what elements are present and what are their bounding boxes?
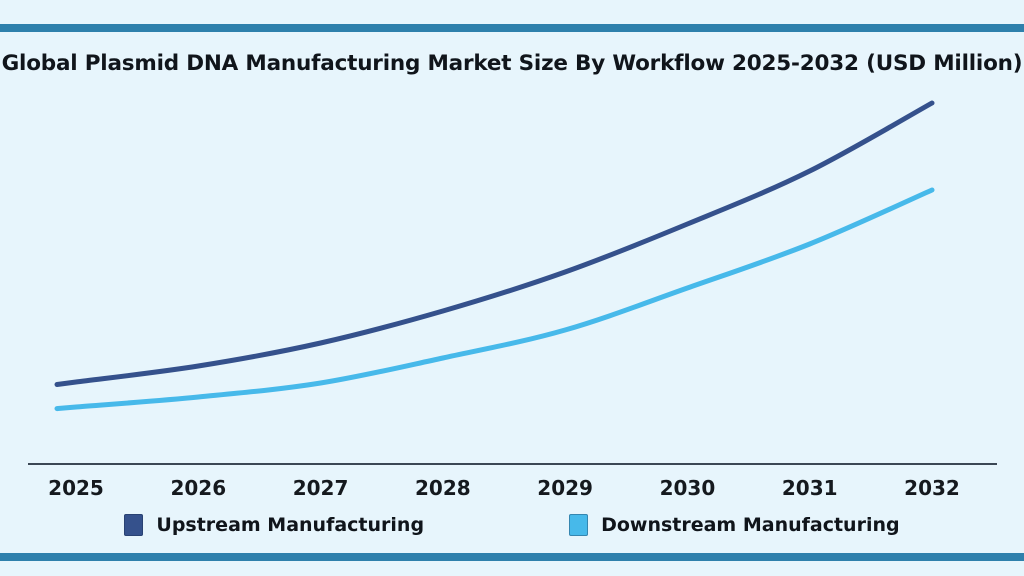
x-axis-label: 2032 <box>904 476 960 500</box>
downstream-swatch-icon <box>569 514 589 536</box>
top-accent-bar <box>0 24 1024 32</box>
chart-title: Global Plasmid DNA Manufacturing Market … <box>1 51 1023 76</box>
x-axis-label: 2030 <box>659 476 716 500</box>
upstream-legend-label: Upstream Manufacturing <box>156 514 425 536</box>
x-axis-label: 2029 <box>537 476 593 500</box>
upstream-line <box>54 100 935 387</box>
x-axis-label: 2027 <box>292 476 349 500</box>
downstream-legend-label: Downstream Manufacturing <box>601 514 900 536</box>
x-axis-label: 2028 <box>415 476 471 500</box>
legend: Upstream Manufacturing Downstream Manufa… <box>0 514 1024 536</box>
x-axis-labels: 2025 2026 2027 2028 2029 2030 2031 2032 <box>0 476 1024 502</box>
legend-item-downstream: Downstream Manufacturing <box>569 514 900 536</box>
bottom-accent-bar <box>0 553 1024 561</box>
x-axis-label: 2031 <box>781 476 838 500</box>
x-axis-label: 2026 <box>170 476 227 500</box>
x-axis-label: 2025 <box>48 476 104 500</box>
legend-item-upstream: Upstream Manufacturing <box>124 514 424 536</box>
downstream-line <box>54 187 935 412</box>
upstream-swatch-icon <box>124 514 144 536</box>
